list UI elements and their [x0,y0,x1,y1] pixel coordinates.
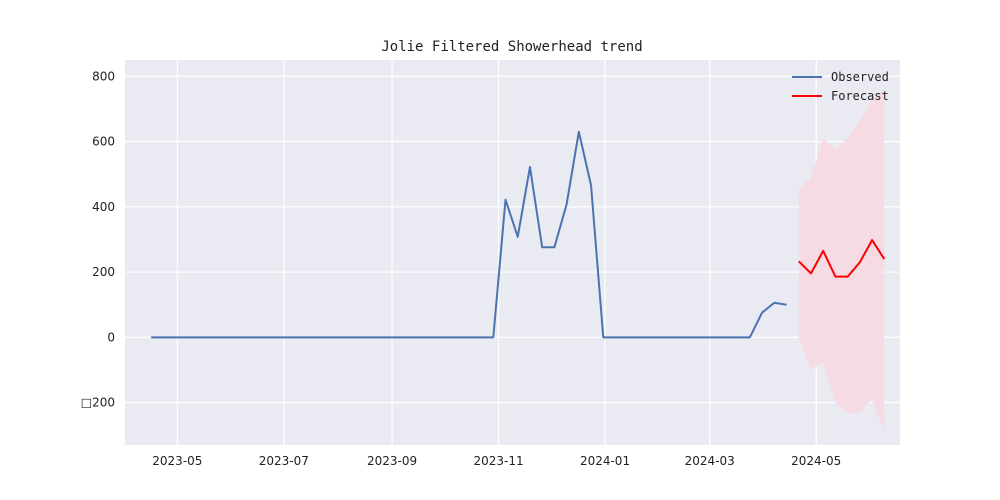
y-axis: 800 600 400 200 0 □200 [81,69,115,409]
forecast-confidence-area [798,89,885,432]
x-tick-label: 2024-03 [685,454,735,468]
legend-label-forecast: Forecast [831,89,889,103]
series-line-observed [151,130,787,339]
plot-background [125,60,900,445]
y-tick-label: □200 [81,396,115,410]
chart-title: Jolie Filtered Showerhead trend [381,39,642,55]
y-tick-label: 600 [92,135,115,149]
x-tick-label: 2023-05 [152,454,202,468]
x-tick-label: 2023-07 [259,454,309,468]
x-tick-label: 2024-01 [580,454,630,468]
series-lines [151,130,886,339]
y-tick-label: 200 [92,265,115,279]
legend: Observed Forecast [792,70,889,103]
x-tick-label: 2024-05 [791,454,841,468]
series-line-forecast [798,239,886,278]
x-tick-label: 2023-11 [473,454,523,468]
x-axis: 2023-05 2023-07 2023-09 2023-11 2024-01 2024-… [152,454,841,468]
y-tick-label: 400 [92,200,115,214]
x-tick-label: 2023-09 [367,454,417,468]
legend-label-observed: Observed [831,70,889,84]
y-tick-label: 800 [92,69,115,83]
confidence-band [798,89,885,432]
y-tick-label: 0 [107,330,115,344]
